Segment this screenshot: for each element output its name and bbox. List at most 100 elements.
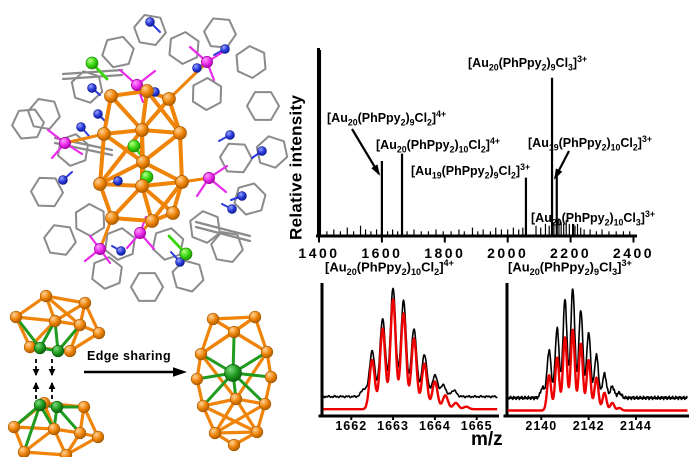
atom [140,84,154,98]
atom [59,137,71,149]
chlorine-atoms [85,56,193,261]
atom [264,370,278,384]
atom [220,44,230,54]
inset-left-title: [Au20(PhPpy2)10Cl2]4+ [325,258,454,277]
atom [173,126,187,140]
inset-x-tick-label: 2142 [572,419,605,433]
inset-x-tick-label: 2140 [525,419,558,433]
simulated-isotope-trace [322,298,498,411]
atom [7,420,21,434]
main-spectrum-axes [316,48,637,243]
atom [73,318,87,332]
inset-x-tick-label: 1662 [335,419,368,433]
x-axis-label: m/z [471,429,503,450]
atom [48,314,62,328]
atom [258,397,272,411]
baseline-noise [326,218,631,235]
atom [225,130,235,140]
atom [77,400,91,414]
atom [145,17,155,27]
atom [113,176,123,186]
atom [134,227,146,239]
atom [192,63,202,73]
atom [136,155,150,169]
atom [105,211,119,225]
atom [17,445,31,457]
atom [104,89,118,103]
atom [9,310,23,324]
atom [135,179,149,193]
peak-label-au20-9cl3-3plus: [Au20(PhPpy2)9Cl3]3+ [468,54,588,73]
atom [93,177,107,191]
atom [85,56,99,70]
au20-fused-cluster [190,310,278,452]
atom [208,426,222,440]
atom [58,175,68,185]
atom [179,247,193,261]
atom [116,246,126,256]
atom [76,122,86,132]
isotope-pattern-traces [322,287,689,412]
atom [201,56,213,68]
inset-x-tick-label: 1665 [460,419,493,433]
atom [59,448,73,457]
atom [145,214,159,228]
atom [260,345,274,359]
atom [93,109,103,119]
atom [203,172,215,184]
atom [63,344,77,358]
atom [135,123,149,137]
main-x-tick-label: 1600 [361,245,403,261]
mass-spectrum-plot [316,48,689,420]
peak-label-au20-9cl2-4plus: [Au20(PhPpy2)9Cl2]4+ [327,109,447,128]
atom [227,438,241,452]
main-x-tick-label: 2000 [487,245,529,261]
edge-sharing-arrow [84,367,187,377]
atom [39,289,53,303]
peak-label-au20-10cl2-4plus: [Au20(PhPpy2)10Cl2]4+ [376,136,500,155]
main-x-tick-label: 2200 [550,245,592,261]
inset-right-title: [Au20(PhPpy2)9Cl3]3+ [508,258,632,277]
atom [248,310,262,324]
atom [224,364,242,382]
atom [94,243,106,255]
atom [227,204,237,214]
inset-axes [318,283,689,420]
atom [91,430,105,444]
atom [250,425,264,439]
gold-cluster-crystal-structure [11,14,289,302]
atom [175,257,185,267]
atom [229,392,243,406]
spectrum-peaks [318,50,575,235]
peak-annotation-arrows [351,128,570,180]
peak-label-au19-10cl2-3plus: [Au19(PhPpy2)10Cl2]3+ [528,134,652,153]
atom [237,191,247,201]
atom [175,175,189,189]
atom [257,146,267,156]
au11-cluster-bottom [7,396,105,457]
main-x-tick-label: 1800 [424,245,466,261]
edge-sharing-label: Edge sharing [87,349,171,363]
main-x-tick-label: 1400 [298,245,340,261]
au11-cluster-top [9,289,106,358]
atom [194,347,208,361]
atom [127,139,141,153]
atom [92,326,106,340]
simulated-isotope-trace [506,328,689,412]
experimental-isotope-trace [506,288,688,401]
peak-label-au19-9cl2-3plus: [Au19(PhPpy2)9Cl2]3+ [411,162,531,181]
atom [131,79,143,91]
main-x-tick-label: 2400 [612,245,655,261]
atom [97,127,111,141]
atom [78,296,92,310]
y-axis-label: Relative intensity [286,94,306,240]
atom [227,325,241,339]
phosphorus-atoms [59,56,215,255]
atom [33,398,47,412]
inset-x-tick-label: 2144 [620,419,652,433]
atom [73,426,87,440]
atom [190,372,204,386]
ligand-phenyl-pyridyl-rings [11,14,289,302]
peak-label-au20-10cl3-3plus: [Au20(PhPpy2)10Cl3]3+ [531,209,655,228]
